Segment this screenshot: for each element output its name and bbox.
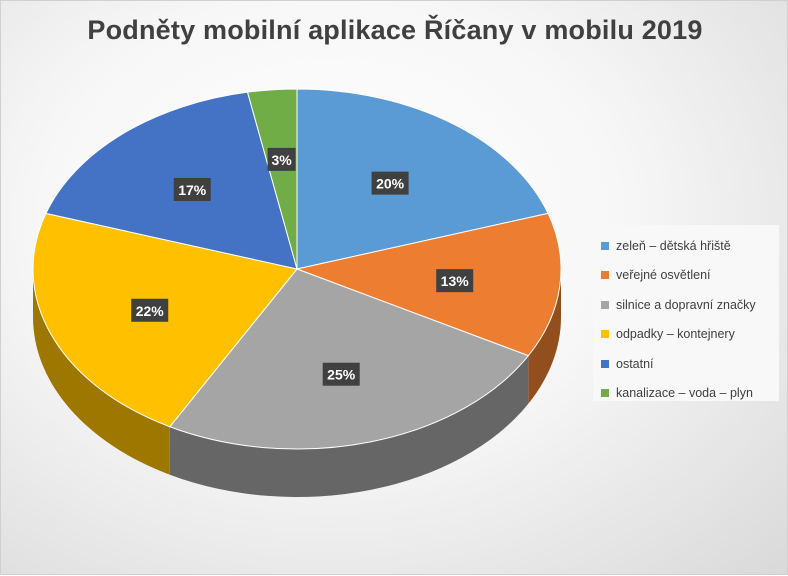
data-label-5: 3% bbox=[267, 147, 296, 171]
legend-label: ostatní bbox=[616, 356, 654, 371]
chart-title: Podněty mobilní aplikace Říčany v mobilu… bbox=[87, 15, 703, 45]
pie-side-1 bbox=[528, 269, 561, 404]
legend-item: veřejné osvětlení bbox=[601, 261, 773, 291]
legend-swatch bbox=[601, 241, 609, 250]
legend-label: zeleň – dětská hřiště bbox=[616, 238, 731, 253]
legend-item: odpadky – kontejnery bbox=[601, 320, 773, 350]
legend-label: silnice a dopravní značky bbox=[616, 297, 756, 312]
legend-swatch bbox=[601, 359, 609, 368]
legend-swatch bbox=[601, 330, 609, 339]
legend-label: odpadky – kontejnery bbox=[616, 327, 735, 342]
legend-label: veřejné osvětlení bbox=[616, 268, 711, 283]
pie-data-labels: 20% 13% 25% 22% 17% 3% bbox=[131, 147, 474, 386]
svg-text:3%: 3% bbox=[271, 152, 292, 168]
legend-item: zeleň – dětská hřiště bbox=[601, 231, 773, 261]
legend-swatch bbox=[601, 300, 609, 309]
legend-swatch bbox=[601, 271, 609, 280]
svg-text:20%: 20% bbox=[376, 176, 405, 192]
legend-item: ostatní bbox=[601, 349, 773, 379]
svg-text:22%: 22% bbox=[136, 303, 165, 319]
data-label-0: 20% bbox=[371, 171, 409, 195]
pie-slice-0 bbox=[296, 88, 549, 270]
pie-slice-1 bbox=[295, 212, 562, 357]
pie-sides bbox=[33, 269, 561, 497]
legend: zeleň – dětská hřiště veřejné osvětlení si… bbox=[593, 225, 779, 401]
pie-slices bbox=[32, 88, 562, 450]
pie-slice-4 bbox=[45, 91, 298, 270]
data-label-1: 13% bbox=[436, 269, 474, 293]
data-label-4: 17% bbox=[173, 177, 211, 201]
data-label-3: 22% bbox=[131, 298, 169, 322]
legend-label: kanalizace – voda – plyn bbox=[616, 386, 753, 401]
pie-slice-2 bbox=[168, 268, 530, 450]
data-label-2: 25% bbox=[322, 362, 360, 386]
legend-item: kanalizace – voda – plyn bbox=[601, 379, 773, 409]
pie-slice-5 bbox=[246, 88, 298, 270]
svg-text:17%: 17% bbox=[178, 182, 207, 198]
legend-item: silnice a dopravní značky bbox=[601, 290, 773, 320]
pie-side-3 bbox=[33, 269, 170, 475]
legend-swatch bbox=[601, 389, 609, 398]
pie-side-2 bbox=[169, 355, 529, 497]
svg-text:25%: 25% bbox=[327, 367, 356, 383]
svg-text:13%: 13% bbox=[441, 273, 470, 289]
